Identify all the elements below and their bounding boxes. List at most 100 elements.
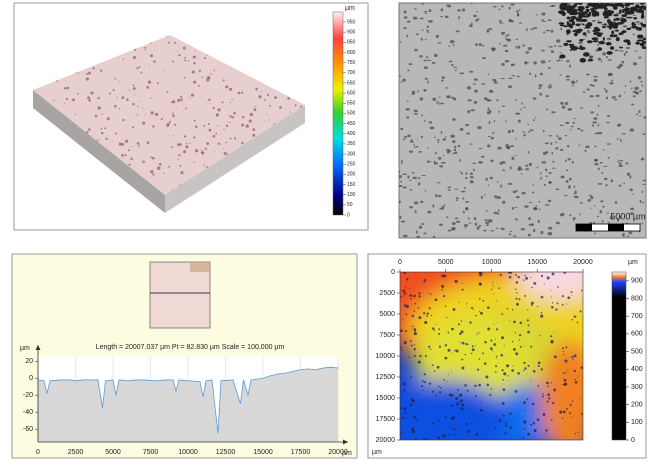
pit bbox=[608, 59, 612, 60]
pit bbox=[414, 143, 415, 146]
pit bbox=[588, 31, 590, 33]
pit bbox=[554, 45, 556, 47]
pore bbox=[492, 350, 493, 351]
colorbar-tick-label: 600 bbox=[347, 90, 356, 96]
pore bbox=[418, 278, 419, 279]
pit bbox=[529, 163, 532, 166]
pit bbox=[484, 219, 489, 221]
colorbar-tick-label: 150 bbox=[347, 182, 356, 188]
colorbar-tick-label: 700 bbox=[347, 70, 356, 76]
pit bbox=[279, 106, 282, 109]
pit bbox=[640, 200, 642, 203]
pore bbox=[531, 304, 533, 306]
pit bbox=[174, 42, 176, 44]
pit bbox=[441, 162, 446, 164]
pore bbox=[435, 395, 436, 396]
x-tick-label: 0 bbox=[36, 449, 40, 456]
pit bbox=[600, 162, 603, 164]
pit bbox=[184, 135, 186, 137]
pit bbox=[523, 131, 525, 133]
pore bbox=[525, 275, 527, 277]
pit bbox=[223, 148, 224, 149]
pore bbox=[402, 289, 405, 292]
pit bbox=[465, 226, 466, 228]
pit bbox=[163, 71, 164, 72]
pit bbox=[633, 91, 637, 93]
pit bbox=[522, 192, 526, 195]
pore bbox=[448, 374, 449, 375]
pit bbox=[643, 201, 644, 203]
pit bbox=[495, 196, 496, 199]
pit bbox=[592, 37, 598, 40]
pit bbox=[142, 122, 145, 125]
pit bbox=[607, 19, 611, 23]
pit bbox=[481, 156, 484, 158]
pore bbox=[534, 429, 537, 432]
pit bbox=[616, 138, 619, 139]
pore bbox=[478, 384, 481, 387]
pore bbox=[541, 296, 544, 299]
pit bbox=[438, 96, 440, 97]
pit bbox=[490, 230, 494, 231]
pit bbox=[598, 183, 603, 185]
pit bbox=[580, 8, 585, 10]
pit bbox=[488, 100, 492, 102]
pore bbox=[471, 423, 472, 424]
pit bbox=[563, 5, 566, 9]
pit bbox=[447, 187, 451, 188]
pit bbox=[469, 24, 473, 27]
pit bbox=[564, 195, 568, 196]
pit bbox=[487, 30, 488, 31]
colorbar-tick-label: 950 bbox=[347, 19, 356, 25]
pit bbox=[489, 90, 494, 93]
pit bbox=[79, 73, 80, 74]
pit bbox=[180, 171, 183, 174]
pore bbox=[538, 365, 540, 367]
pit bbox=[578, 42, 583, 44]
pit bbox=[540, 177, 542, 180]
pit bbox=[411, 139, 413, 140]
pore bbox=[416, 419, 418, 421]
pore bbox=[404, 304, 407, 307]
pit bbox=[508, 130, 511, 133]
pit bbox=[414, 147, 418, 148]
pore bbox=[515, 390, 518, 393]
pore bbox=[523, 401, 526, 404]
pit bbox=[507, 34, 510, 36]
pit bbox=[128, 149, 130, 151]
pore bbox=[462, 342, 465, 345]
pore bbox=[495, 339, 496, 340]
pit bbox=[604, 10, 610, 14]
pit bbox=[501, 32, 505, 35]
pore bbox=[575, 381, 578, 384]
pit bbox=[469, 144, 473, 145]
pore bbox=[550, 382, 551, 383]
pit bbox=[478, 18, 480, 21]
pore bbox=[530, 379, 531, 380]
pore bbox=[538, 362, 541, 365]
pore bbox=[469, 321, 471, 323]
pit bbox=[505, 120, 506, 122]
pit bbox=[541, 60, 546, 63]
pit bbox=[640, 22, 643, 25]
pore bbox=[566, 303, 567, 304]
colorbar-tick-label: 300 bbox=[347, 151, 356, 157]
pore bbox=[462, 404, 465, 407]
colorbar-tick-label: 550 bbox=[347, 101, 356, 107]
pit bbox=[529, 72, 531, 75]
pore bbox=[541, 312, 543, 314]
pit bbox=[427, 160, 430, 163]
pore bbox=[466, 423, 467, 424]
colorbar-tick-label: 0 bbox=[631, 437, 635, 444]
pore bbox=[519, 334, 521, 336]
pit bbox=[444, 204, 445, 207]
pit bbox=[502, 22, 503, 24]
pit bbox=[624, 7, 630, 11]
pit bbox=[424, 119, 425, 122]
pit bbox=[421, 175, 426, 176]
pore bbox=[496, 356, 498, 358]
pore bbox=[403, 407, 406, 410]
pit bbox=[119, 81, 120, 82]
pore bbox=[574, 379, 575, 380]
pit bbox=[595, 29, 600, 31]
